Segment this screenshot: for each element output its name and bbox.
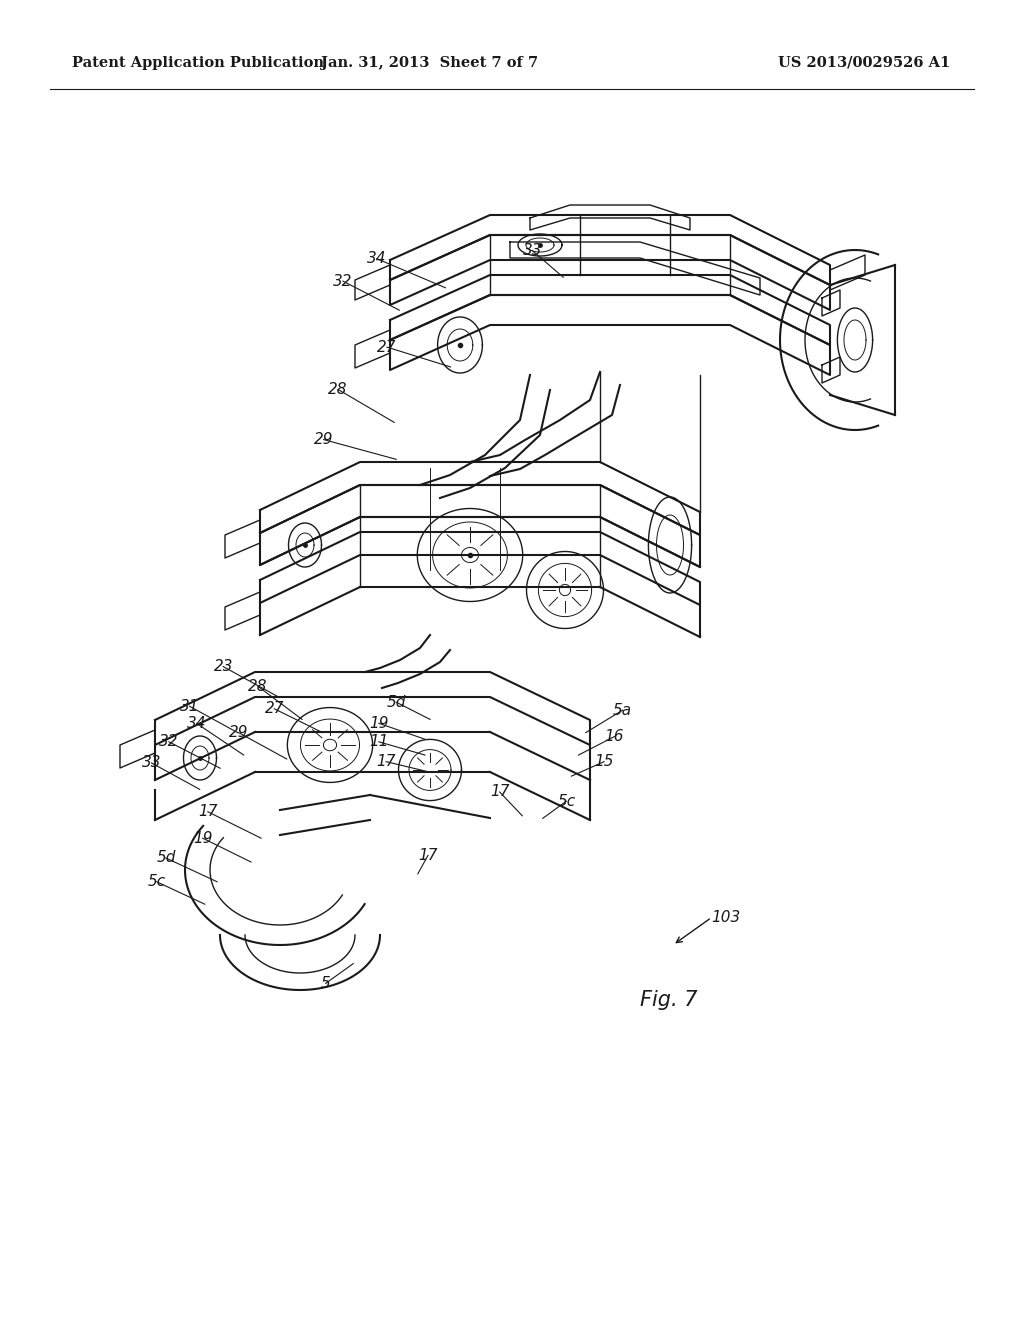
Text: 5c: 5c (557, 793, 575, 809)
Text: 33: 33 (141, 755, 162, 771)
Text: 17: 17 (198, 804, 218, 820)
Text: 29: 29 (313, 432, 334, 447)
Text: 32: 32 (333, 273, 353, 289)
Text: 103: 103 (712, 909, 741, 925)
Text: 5a: 5a (613, 702, 632, 718)
Text: 23: 23 (213, 659, 233, 675)
Text: 17: 17 (376, 754, 396, 770)
Text: 27: 27 (377, 339, 397, 355)
Text: Jan. 31, 2013  Sheet 7 of 7: Jan. 31, 2013 Sheet 7 of 7 (322, 55, 539, 70)
Text: US 2013/0029526 A1: US 2013/0029526 A1 (778, 55, 950, 70)
Text: 28: 28 (248, 678, 268, 694)
Text: 11: 11 (369, 734, 389, 750)
Text: 19: 19 (193, 830, 213, 846)
Text: 17: 17 (418, 847, 438, 863)
Text: 19: 19 (369, 715, 389, 731)
Text: 5c: 5c (147, 874, 166, 890)
Text: 17: 17 (489, 784, 510, 800)
Text: Patent Application Publication: Patent Application Publication (72, 55, 324, 70)
Text: 5d: 5d (157, 850, 175, 866)
Text: Fig. 7: Fig. 7 (640, 990, 697, 1010)
Text: 34: 34 (186, 715, 207, 731)
Text: 32: 32 (159, 734, 179, 750)
Text: 29: 29 (228, 725, 249, 741)
Text: 33: 33 (522, 243, 543, 259)
Text: 34: 34 (367, 251, 387, 267)
Text: 28: 28 (328, 381, 348, 397)
Text: 27: 27 (264, 701, 285, 717)
Text: 5: 5 (321, 975, 331, 991)
Text: 5d: 5d (387, 694, 406, 710)
Text: 15: 15 (594, 754, 614, 770)
Text: 31: 31 (179, 698, 200, 714)
Text: 16: 16 (604, 729, 625, 744)
